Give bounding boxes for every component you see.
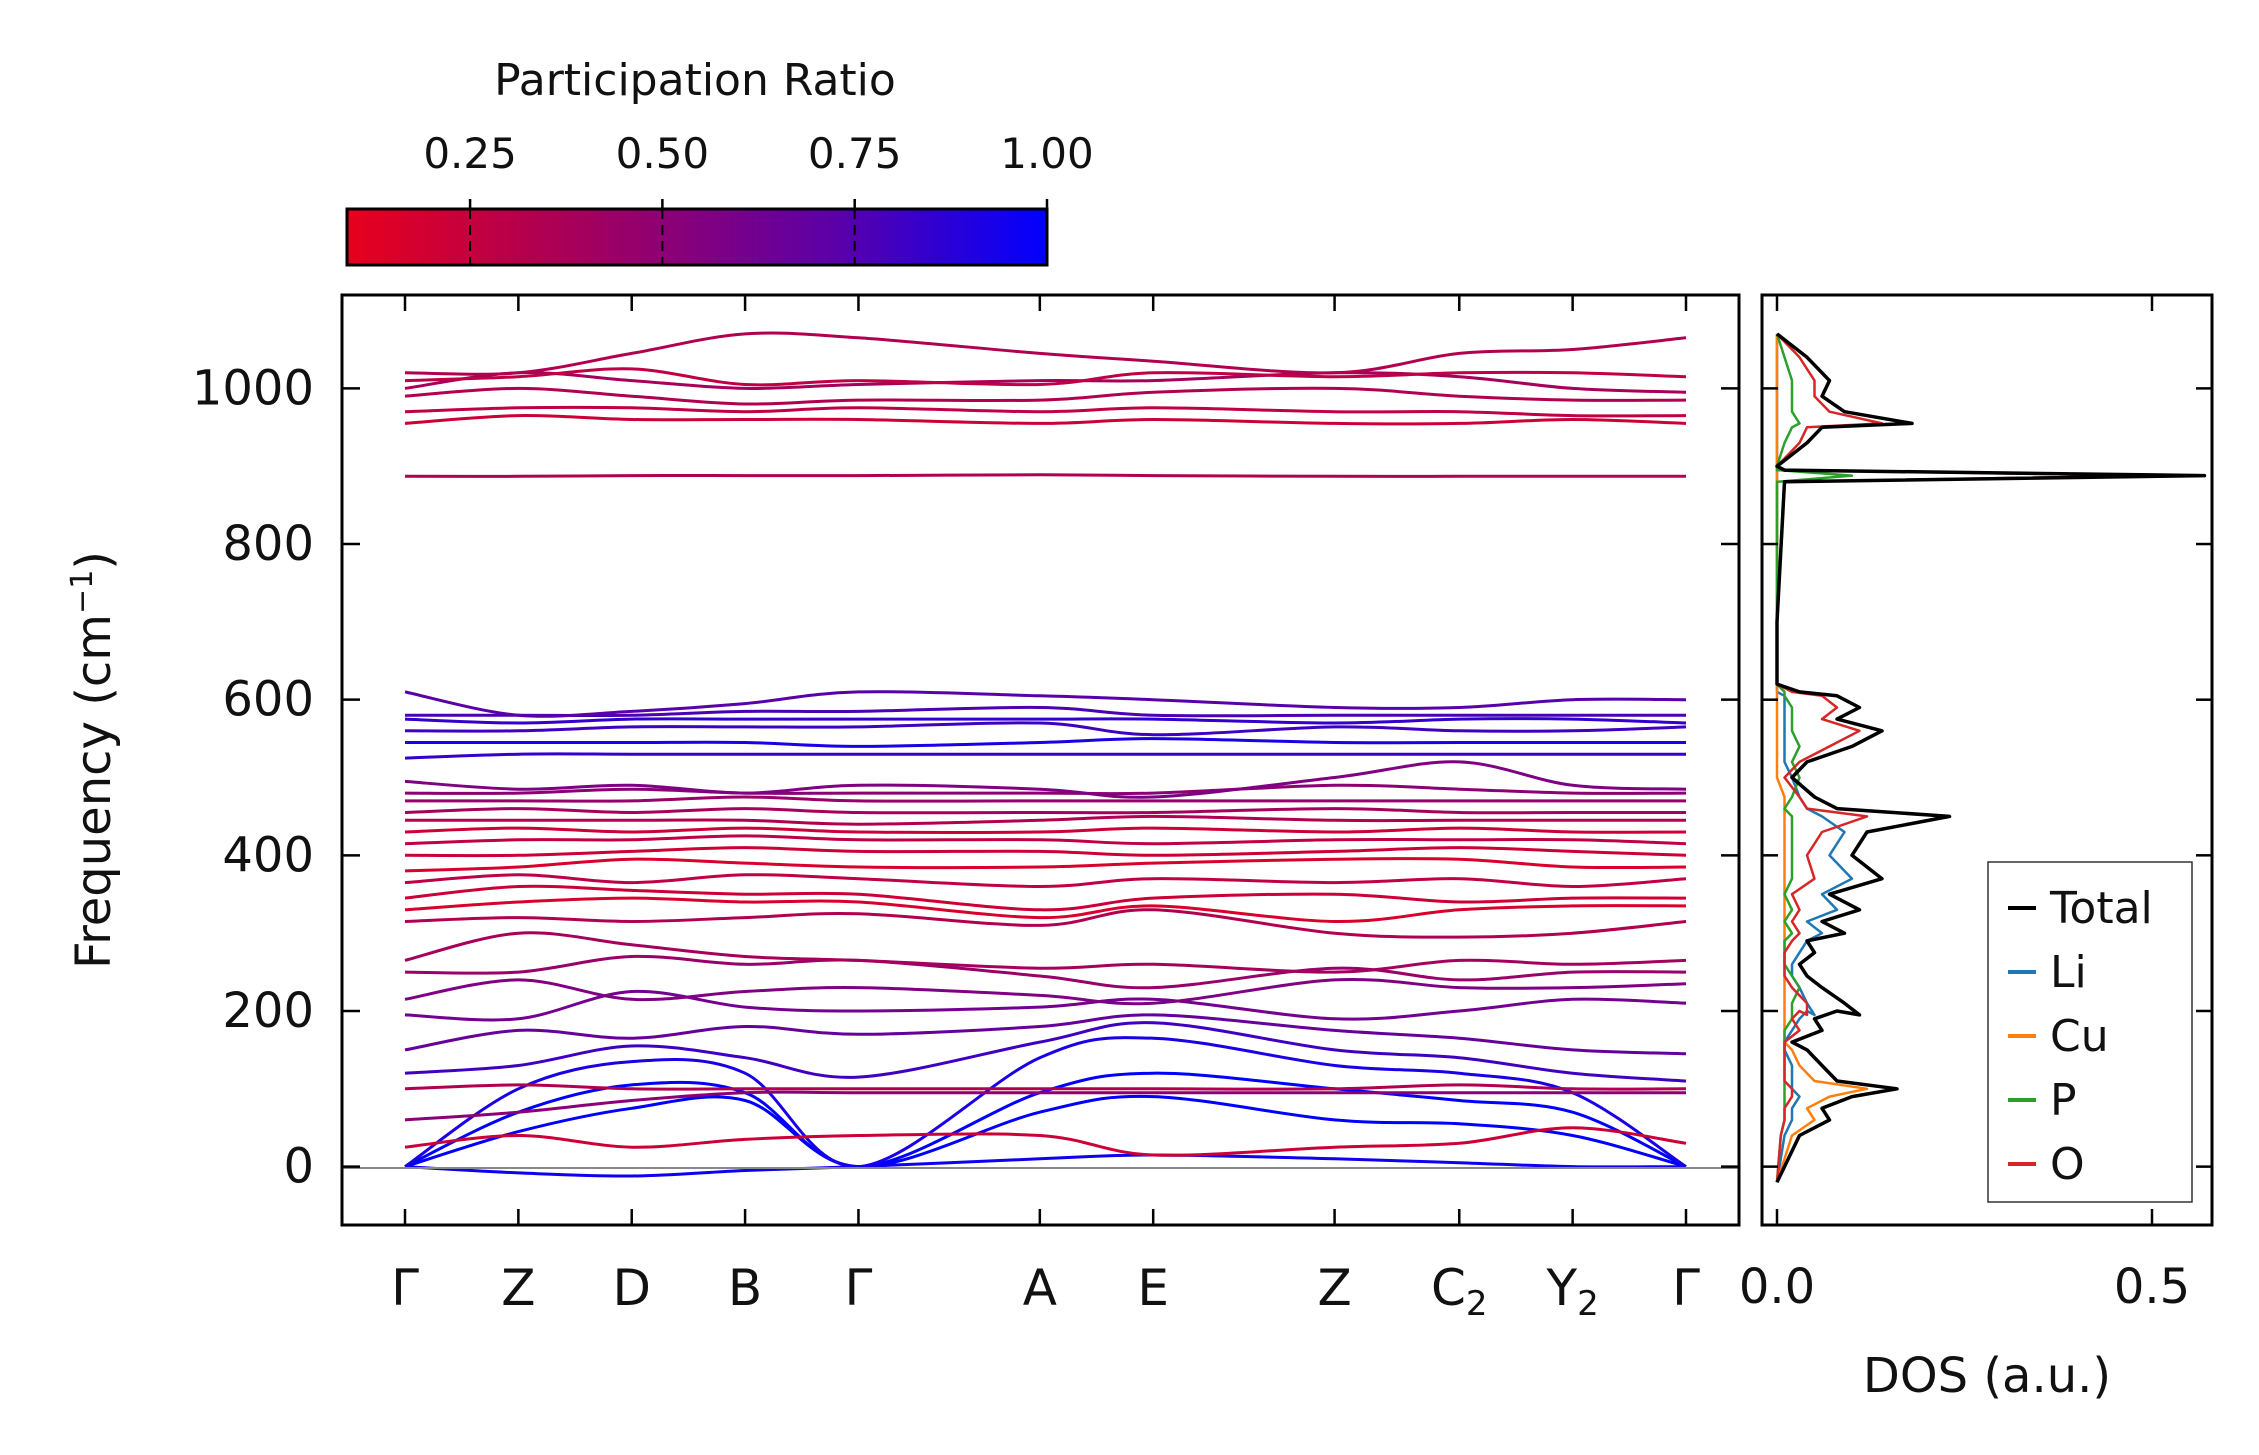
k-point-label: Γ xyxy=(845,1259,873,1317)
band-b32 xyxy=(404,690,1687,718)
band-b26 xyxy=(404,760,1687,799)
band-b23 xyxy=(404,807,1686,815)
band-x-ticks: Γ Z D B Γ A E Z C2 Y2 Γ xyxy=(391,295,1700,1324)
colorbar-tick-labels: 0.25 0.50 0.75 1.00 xyxy=(423,129,1093,178)
legend-label-cu: Cu xyxy=(2050,1011,2109,1062)
band-b16 xyxy=(404,884,1687,912)
band-lines xyxy=(404,331,1687,1178)
band-b21 xyxy=(404,826,1687,834)
colorbar-tick-label: 1.00 xyxy=(1000,129,1094,178)
band-b19 xyxy=(404,846,1687,858)
legend-frame xyxy=(1987,861,2193,1203)
band-b14 xyxy=(404,908,1687,939)
band-b38 xyxy=(404,367,1687,387)
band-b10 xyxy=(404,989,1687,1022)
band-b7 xyxy=(404,1083,1687,1091)
band-b33 xyxy=(404,473,1686,478)
dos-y-ticks xyxy=(1762,387,2212,1168)
band-acoustic-1 xyxy=(404,1094,1687,1169)
band-b15 xyxy=(404,896,1687,924)
band-b20 xyxy=(404,834,1687,846)
k-point-label: Γ xyxy=(1672,1259,1700,1317)
band-acoustic-dip xyxy=(404,1153,1687,1178)
band-b25 xyxy=(404,783,1687,796)
band-b36 xyxy=(404,386,1687,406)
band-b6 xyxy=(404,1090,1686,1122)
dos-lines xyxy=(1775,332,2207,1183)
k-point-label: A xyxy=(1023,1259,1057,1317)
k-point-label: Y2 xyxy=(1546,1259,1599,1324)
band-b34 xyxy=(404,414,1687,426)
band-b17 xyxy=(404,873,1687,889)
band-b31 xyxy=(404,705,1686,718)
band-b8 xyxy=(404,1021,1687,1083)
legend-label-total: Total xyxy=(2049,883,2153,934)
band-b9 xyxy=(404,1013,1687,1056)
colorbar-tick-label: 0.25 xyxy=(423,129,517,178)
y-tick-label: 1000 xyxy=(192,360,314,416)
k-point-label: Γ xyxy=(391,1259,419,1317)
colorbar xyxy=(345,207,1049,267)
legend-label-o: O xyxy=(2050,1139,2085,1190)
legend-label-p: P xyxy=(2050,1075,2077,1126)
band-b5 xyxy=(404,1126,1687,1157)
band-b24 xyxy=(405,795,1686,803)
band-b11 xyxy=(404,977,1687,1006)
band-b29 xyxy=(404,721,1687,737)
colorbar-ticks xyxy=(468,199,1049,265)
k-point-label: D xyxy=(612,1259,651,1317)
dos-x-axis-label: DOS (a.u.) xyxy=(1863,1348,2111,1404)
legend-label-li: Li xyxy=(2050,947,2087,998)
band-acoustic-3 xyxy=(404,1036,1687,1169)
band-b39 xyxy=(404,331,1687,376)
band-b27 xyxy=(404,752,1686,760)
dos-x-tick-label: 0.5 xyxy=(2114,1259,2190,1315)
band-b30 xyxy=(404,717,1687,725)
y-tick-label: 0 xyxy=(283,1139,314,1195)
y-tick-label: 600 xyxy=(222,672,314,728)
dos-x-ticks: 0.0 0.5 xyxy=(1739,295,2190,1315)
y-tick-label: 800 xyxy=(222,516,314,572)
band-b35 xyxy=(404,405,1687,418)
dos-legend: Total Li Cu PO xyxy=(1987,861,2193,1203)
dos-curve-total xyxy=(1775,332,2207,1183)
band-b37 xyxy=(404,371,1687,394)
dos-plot-frame xyxy=(1760,293,2214,1227)
band-b28 xyxy=(404,737,1686,748)
k-point-label: E xyxy=(1137,1259,1169,1317)
colorbar-title: Participation Ratio xyxy=(494,55,896,106)
dos-x-tick-label: 0.0 xyxy=(1739,1259,1815,1315)
y-tick-label: 400 xyxy=(222,827,314,883)
band-b18 xyxy=(404,856,1687,873)
band-y-axis-label: Frequency (cm−1) xyxy=(65,551,122,969)
k-point-label: B xyxy=(728,1259,762,1317)
k-point-label: Z xyxy=(501,1259,535,1317)
band-b12 xyxy=(404,954,1687,990)
k-point-label: C2 xyxy=(1431,1259,1488,1324)
y-tick-label: 200 xyxy=(222,983,314,1039)
k-point-label: Z xyxy=(1317,1259,1351,1317)
colorbar-tick-label: 0.50 xyxy=(616,129,710,178)
band-y-ticks: 0 200 400 600 800 1000 xyxy=(192,360,1739,1195)
band-b13 xyxy=(404,931,1687,974)
colorbar-tick-label: 0.75 xyxy=(808,129,902,178)
band-b22 xyxy=(405,814,1686,826)
